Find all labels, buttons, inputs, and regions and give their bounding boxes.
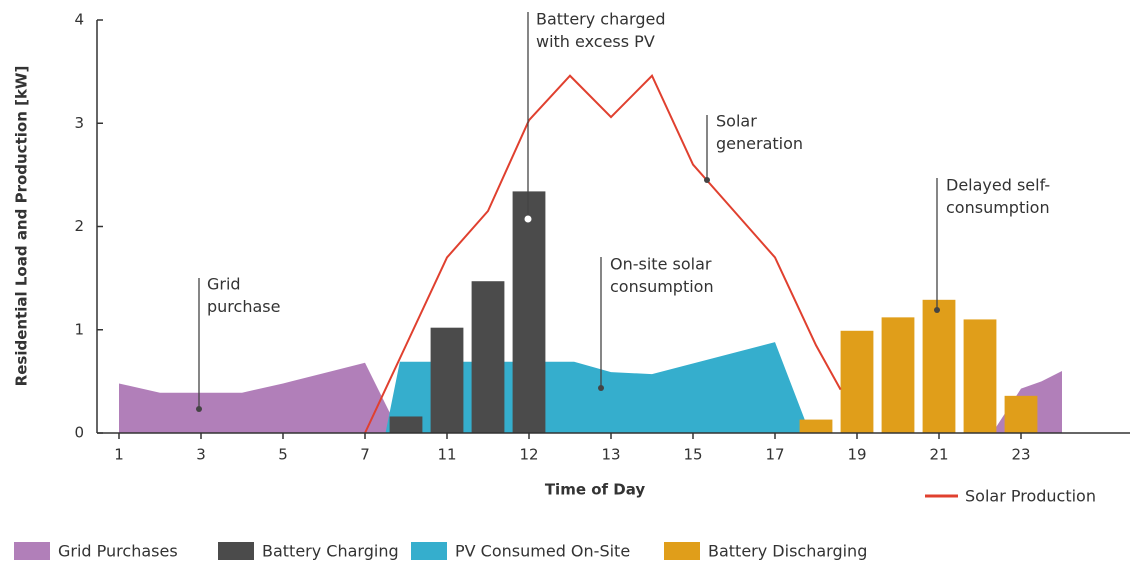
- bar: [922, 299, 956, 433]
- bar: [881, 317, 915, 433]
- x-tick-label: 13: [601, 446, 620, 464]
- legend-swatch: [14, 542, 50, 560]
- x-tick-label: 12: [519, 446, 538, 464]
- annotation: On-site solar: [610, 255, 712, 274]
- x-axis-label: Time of Day: [545, 481, 646, 499]
- legend-swatch: [664, 542, 700, 560]
- annotation-dot: [934, 307, 940, 313]
- annotation: generation: [716, 134, 803, 153]
- bar: [963, 319, 997, 433]
- y-tick-label: 2: [74, 217, 84, 235]
- annotation: Delayed self-: [946, 176, 1050, 195]
- legend-label: Battery Charging: [262, 542, 399, 561]
- x-tick-label: 3: [196, 446, 206, 464]
- annotation: consumption: [610, 277, 714, 296]
- y-tick-label: 0: [74, 424, 84, 442]
- annotation-dot: [704, 177, 710, 183]
- x-tick-label: 7: [360, 446, 370, 464]
- legend-swatch: [411, 542, 447, 560]
- line: [364, 74, 842, 434]
- x-tick-label: 21: [929, 446, 948, 464]
- bar: [471, 281, 505, 433]
- x-tick-label: 15: [683, 446, 702, 464]
- annotation-dot: [196, 406, 202, 412]
- annotation: Battery charged: [536, 10, 666, 29]
- bar: [840, 330, 874, 433]
- x-tick-label: 11: [437, 446, 456, 464]
- bar: [512, 191, 546, 433]
- legend-label: Grid Purchases: [58, 542, 178, 561]
- annotation-dot: [524, 215, 532, 223]
- x-tick-label: 5: [278, 446, 288, 464]
- annotation-dot: [598, 385, 604, 391]
- legend-label: Battery Discharging: [708, 542, 867, 561]
- annotation: Grid: [207, 275, 241, 294]
- x-tick-label: 1: [114, 446, 124, 464]
- bar: [430, 327, 464, 433]
- annotation: Solar: [716, 112, 757, 131]
- bar: [1004, 395, 1038, 433]
- legend-label: PV Consumed On-Site: [455, 542, 630, 561]
- y-tick-label: 3: [74, 114, 84, 132]
- legend-swatch: [218, 542, 254, 560]
- annotation: purchase: [207, 297, 280, 316]
- legend-label: Solar Production: [965, 487, 1096, 506]
- x-tick-label: 23: [1011, 446, 1030, 464]
- area: [119, 362, 400, 433]
- annotation: consumption: [946, 198, 1050, 217]
- y-axis-label: Residential Load and Production [kW]: [13, 66, 31, 387]
- x-tick-label: 19: [847, 446, 866, 464]
- x-tick-label: 17: [765, 446, 784, 464]
- y-tick-label: 4: [74, 11, 84, 29]
- bar: [799, 419, 833, 433]
- annotation: with excess PV: [536, 32, 655, 51]
- y-tick-label: 1: [74, 320, 84, 338]
- bar: [389, 416, 423, 433]
